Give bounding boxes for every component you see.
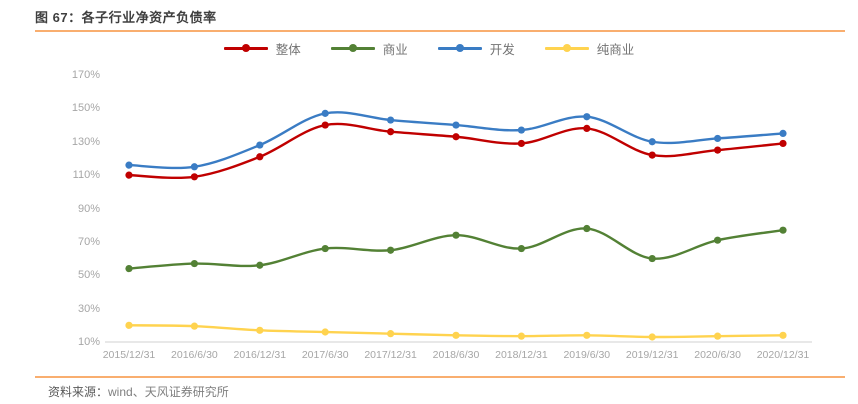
x-tick-label: 2016/12/31 [233,349,287,361]
legend-item-整体: 整体 [223,39,301,58]
data-point-纯商业 [452,331,460,339]
source-label: 资料来源： [48,385,109,399]
data-point-开发 [779,129,787,138]
legend-line-marker [437,44,482,52]
data-point-开发 [321,109,329,117]
x-tick-label: 2020/12/31 [756,349,810,361]
x-tick-label: 2017/12/31 [364,349,417,361]
series-line-商业 [127,227,785,270]
data-point-纯商业 [321,328,329,336]
data-point-商业 [387,246,395,254]
data-point-开发 [125,161,133,169]
x-tick-label: 2015/12/31 [102,349,156,361]
data-point-整体 [452,133,460,141]
y-tick-label: 150% [71,102,100,115]
data-point-整体 [321,121,329,129]
data-point-整体 [190,173,198,181]
data-point-商业 [779,226,787,234]
data-point-整体 [125,171,133,179]
data-point-纯商业 [256,326,264,334]
y-tick-label: 30% [77,302,100,315]
legend-dot [241,44,250,52]
legend-label: 开发 [489,42,515,57]
footer-accent-rule [35,376,845,378]
data-point-纯商业 [779,331,787,339]
data-point-整体 [779,139,787,148]
data-point-整体 [714,146,722,154]
data-point-商业 [190,259,198,268]
data-point-纯商业 [648,333,656,341]
legend-line-marker [544,44,589,52]
data-point-开发 [583,113,591,121]
y-tick-label: 50% [77,269,100,282]
chart-title: 图 67：各子行业净资产负债率 [35,10,217,25]
x-tick-label: 2019/6/30 [563,349,611,361]
data-point-开发 [648,138,656,146]
x-tick-label: 2020/6/30 [694,349,741,361]
source-text: wind、天风证券研究所 [108,385,229,399]
data-point-纯商业 [125,321,133,329]
series-line-开发 [127,111,785,170]
legend-item-商业: 商业 [330,39,408,58]
legend-dot [348,44,357,52]
x-tick-label: 2016/6/30 [171,349,218,361]
data-point-商业 [714,236,722,244]
data-point-开发 [452,121,460,129]
legend-line-marker [223,44,268,52]
data-point-纯商业 [517,332,526,340]
data-point-商业 [583,224,591,233]
data-point-开发 [256,141,264,149]
y-tick-label: 10% [77,336,100,348]
data-point-商业 [256,261,264,269]
data-point-商业 [517,244,526,253]
data-point-商业 [452,231,460,239]
x-tick-label: 2018/6/30 [432,349,480,361]
data-point-整体 [517,139,526,148]
y-tick-label: 110% [72,169,100,182]
data-point-整体 [256,153,264,161]
y-tick-label: 130% [71,135,100,148]
data-point-整体 [648,151,656,159]
x-tick-label: 2019/12/31 [625,349,679,361]
y-tick-label: 170% [71,69,100,81]
data-point-商业 [125,264,133,273]
data-point-纯商业 [583,331,591,339]
y-tick-label: 90% [77,202,100,215]
data-point-纯商业 [387,330,395,338]
x-tick-label: 2018/12/31 [495,349,548,361]
series-line-整体 [127,122,785,180]
data-point-开发 [387,116,395,124]
data-point-整体 [387,128,395,136]
data-point-纯商业 [714,332,722,340]
chart-legend: 整体 商业 开发 纯商业 [0,39,858,58]
title-accent-rule [35,30,845,32]
data-point-商业 [321,244,329,253]
legend-label: 商业 [382,42,408,57]
data-point-开发 [517,126,526,134]
y-tick-label: 70% [77,235,100,248]
legend-line-marker [330,44,375,52]
series-line-纯商业 [127,324,785,339]
data-point-商业 [648,254,656,263]
legend-label: 整体 [275,42,301,57]
source-note: 资料来源：wind、天风证券研究所 [48,383,229,400]
legend-item-开发: 开发 [437,39,515,58]
legend-dot [455,44,464,52]
x-tick-label: 2017/6/30 [301,349,349,361]
data-point-纯商业 [190,322,198,330]
legend-label: 纯商业 [596,42,635,57]
legend-item-纯商业: 纯商业 [544,39,635,58]
data-point-整体 [583,124,591,132]
data-point-开发 [714,134,722,143]
data-point-开发 [190,163,198,171]
legend-dot [562,44,571,52]
